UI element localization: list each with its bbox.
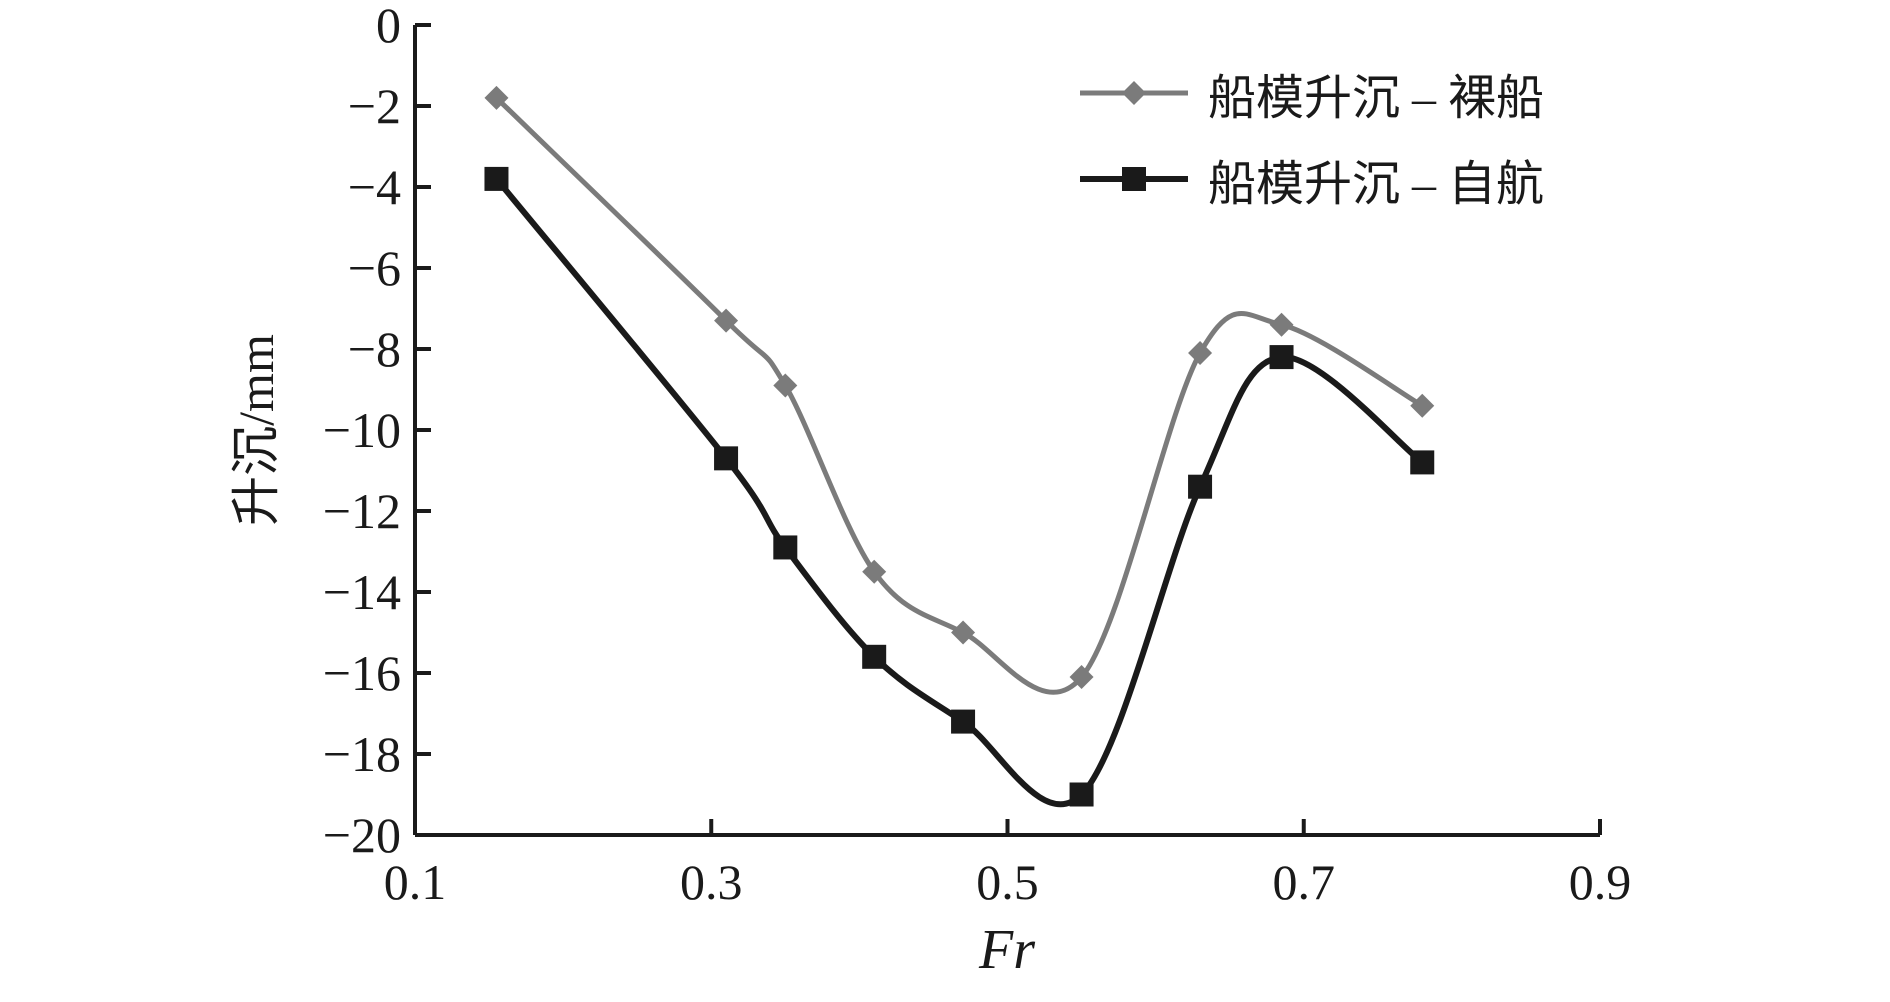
series-1-square-marker-icon [1188, 474, 1213, 499]
series-1-square-marker-icon [484, 166, 509, 191]
series-0-diamond-marker-icon [951, 620, 976, 645]
y-tick-label: −12 [323, 483, 401, 539]
series-0-diamond-marker-icon [862, 559, 887, 584]
series-1-square-marker-icon [714, 446, 739, 471]
y-tick-label: −6 [348, 240, 401, 296]
legend-sample-square-icon [1080, 167, 1188, 191]
series-0-diamond-marker-icon [1069, 665, 1094, 690]
x-tick-label: 0.3 [680, 854, 743, 910]
legend-square-marker-icon [1122, 167, 1146, 191]
y-tick-label: 0 [376, 0, 401, 53]
series-0-diamond-marker-icon [773, 373, 798, 398]
y-tick-label: −20 [323, 807, 401, 863]
series-1-square-marker-icon [1269, 345, 1294, 370]
x-axis-title: Fr [979, 919, 1035, 981]
y-tick-label: −14 [323, 564, 401, 620]
y-tick-label: −8 [348, 321, 401, 377]
y-tick-label: −2 [348, 78, 401, 134]
x-tick-label: 0.1 [384, 854, 447, 910]
legend-label-bare-hull: 船模升沉 – 裸船 [1208, 72, 1545, 125]
series-0-diamond-marker-icon [1188, 341, 1213, 366]
y-tick-label: −16 [323, 645, 401, 701]
series-1-square-marker-icon [1410, 450, 1435, 475]
y-axis-title: 升沉/mm [228, 334, 284, 526]
series-1-square-marker-icon [773, 535, 798, 560]
legend-item-bare-hull: 船模升沉 – 裸船 [1078, 58, 1544, 128]
x-tick-label: 0.7 [1273, 854, 1336, 910]
x-tick-label: 0.9 [1569, 854, 1632, 910]
legend: 船模升沉 – 裸船 船模升沉 – 自航 [1078, 58, 1544, 214]
series-1-square-marker-icon [1069, 782, 1094, 807]
legend-sample-diamond-icon [1080, 81, 1188, 105]
series-0-diamond-marker-icon [714, 308, 739, 333]
series-1-square-marker-icon [862, 644, 887, 669]
series-0-diamond-marker-icon [1269, 312, 1294, 337]
legend-label-self-propelled: 船模升沉 – 自航 [1208, 158, 1545, 211]
series-0-diamond-marker-icon [1410, 393, 1435, 418]
legend-item-self-propelled: 船模升沉 – 自航 [1078, 144, 1544, 214]
series-1-square-marker-icon [951, 709, 976, 734]
series-0-diamond-marker-icon [484, 85, 509, 110]
legend-diamond-marker-icon [1122, 81, 1146, 105]
y-tick-label: −10 [323, 402, 401, 458]
y-tick-label: −4 [348, 159, 401, 215]
x-tick-label: 0.5 [976, 854, 1039, 910]
y-tick-label: −18 [323, 726, 401, 782]
